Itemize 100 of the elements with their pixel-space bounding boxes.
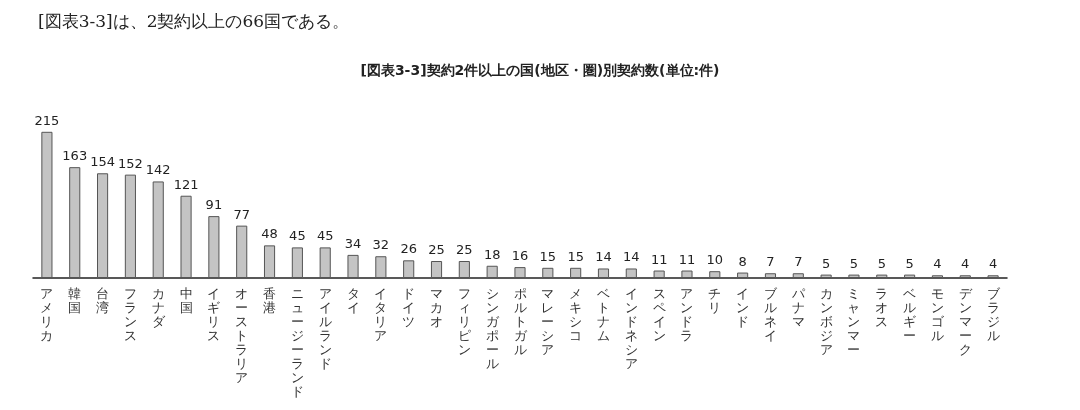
x-tick-label: モンゴル (930, 285, 945, 343)
data-label: 142 (145, 162, 171, 178)
bar (514, 267, 526, 278)
data-label: 25 (428, 242, 445, 257)
x-tick-label: ラオス (875, 285, 889, 329)
bar (653, 270, 665, 278)
data-label: 16 (511, 248, 529, 264)
x-tick-label: スペイン (652, 285, 666, 343)
data-label: 26 (400, 241, 417, 257)
bar (208, 216, 220, 278)
bar (904, 274, 916, 278)
x-tick-label: イタリア (374, 285, 388, 343)
data-label: 11 (678, 251, 696, 267)
bar (41, 131, 53, 278)
data-label: 18 (483, 246, 501, 262)
data-label: 91 (205, 197, 223, 213)
data-label: 15 (567, 248, 584, 264)
bar (709, 271, 721, 278)
bar (291, 247, 303, 278)
data-label: 152 (117, 155, 143, 171)
x-tick-label: パナマ (790, 285, 806, 329)
x-tick-label: インドネシア (624, 285, 638, 371)
x-tick-label: チリ (708, 285, 722, 315)
data-label: 45 (316, 228, 334, 244)
x-tick-label: オーストラリア (235, 285, 249, 385)
data-label: 5 (905, 255, 914, 271)
x-tick-label: イギリス (207, 285, 221, 343)
bar (681, 270, 693, 278)
data-label: 154 (90, 154, 115, 170)
bar (180, 195, 192, 278)
bar (152, 181, 164, 278)
bar (430, 261, 443, 278)
x-tick-label: アンドラ (680, 285, 694, 343)
bar (263, 245, 276, 278)
bar (97, 173, 109, 278)
x-tick-label: 香港 (263, 285, 277, 315)
data-label: 5 (877, 255, 886, 271)
x-tick-label: フランス (123, 285, 137, 343)
bar (792, 273, 804, 278)
bar (597, 268, 610, 278)
x-tick-label: アイルランド (318, 285, 332, 371)
x-tick-label: カンボジア (819, 285, 833, 357)
x-tick-label: メキシコ (569, 285, 583, 343)
x-tick-label: ポルトガル (513, 285, 528, 357)
bar (625, 268, 637, 278)
x-tick-label: アメリカ (40, 285, 54, 343)
text: [図表3-3]は、2契約以上の66国である。 (38, 10, 350, 31)
bar (236, 225, 248, 278)
x-tick-label: ベトナム (596, 285, 610, 343)
chart-title: [図表3-3]契約2件以上の国(地区・圏)別契約数(単位:件) (360, 62, 720, 78)
x-tick-label: ニュージーランド (290, 285, 304, 399)
data-label: 15 (539, 248, 557, 264)
x-tick-label: ドイツ (402, 285, 416, 329)
data-label: 77 (233, 206, 250, 222)
bar (570, 267, 582, 278)
x-tick-label: ブルネイ (763, 285, 778, 343)
bar (876, 274, 888, 278)
data-label: 7 (794, 254, 803, 270)
x-tick-label: 台湾 (96, 285, 110, 315)
x-tick-label: マレーシア (541, 285, 555, 357)
x-tick-label: マカオ (430, 285, 444, 329)
data-label: 7 (766, 254, 775, 270)
data-label: 14 (623, 249, 640, 265)
bar (486, 265, 498, 278)
data-label: 163 (62, 148, 88, 164)
x-tick-label: シンガポール (485, 285, 500, 371)
x-tick-label: デンマーク (958, 285, 973, 357)
bar (375, 256, 387, 278)
data-label: 4 (988, 256, 998, 272)
x-tick-label: ミャンマー (847, 285, 861, 357)
bar (542, 267, 554, 278)
bar (764, 273, 777, 278)
x-tick-label: カナダ (151, 285, 166, 329)
data-label: 11 (650, 251, 668, 267)
data-label: 48 (261, 226, 278, 242)
bar (737, 272, 749, 278)
bar (403, 260, 415, 278)
bar (458, 261, 470, 278)
data-label: 14 (595, 249, 612, 265)
data-label: 32 (372, 237, 390, 253)
x-tick-label: タイ (346, 285, 360, 315)
data-label: 121 (173, 176, 199, 192)
x-tick-label: フィリピン (457, 285, 471, 357)
x-tick-label: インド (736, 285, 750, 329)
x-tick-label: 中国 (179, 285, 193, 315)
x-tick-label: ブラジル (986, 285, 1001, 343)
data-label: 8 (738, 253, 747, 269)
x-tick-label: ベルギー (903, 285, 917, 343)
x-tick-label: 韓国 (68, 285, 82, 315)
bar (69, 167, 81, 278)
data-label: 45 (289, 228, 306, 244)
bar (347, 254, 359, 278)
bar (848, 274, 860, 278)
data-label: 215 (34, 112, 60, 128)
data-label: 25 (456, 242, 473, 257)
bar (319, 247, 331, 278)
data-label: 10 (706, 252, 724, 268)
data-label: 34 (344, 235, 362, 251)
data-label: 4 (933, 256, 942, 272)
bar (124, 174, 136, 278)
